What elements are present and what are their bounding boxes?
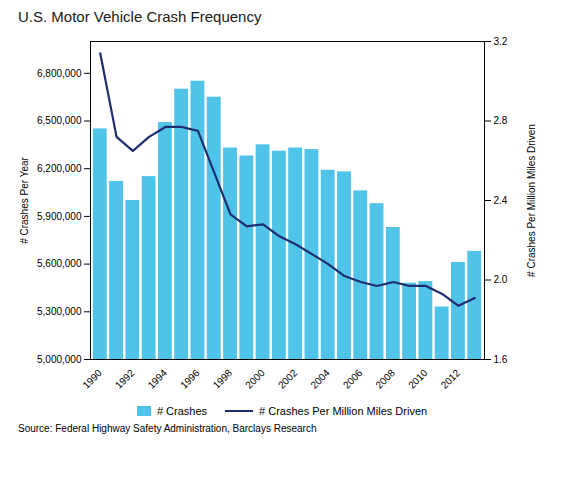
svg-text:1996: 1996 — [178, 367, 202, 391]
svg-text:2006: 2006 — [341, 367, 365, 391]
svg-text:6,500,000: 6,500,000 — [37, 115, 82, 126]
svg-text:2002: 2002 — [276, 367, 300, 391]
svg-text:5,000,000: 5,000,000 — [37, 354, 82, 365]
html-text:Source: Federal Highway Safety: Source: Federal Highway Safety Administr… — [18, 423, 317, 434]
svg-text:2.0: 2.0 — [494, 274, 508, 285]
svg-text:1990: 1990 — [80, 367, 104, 391]
html-text:# Crashes: # Crashes — [156, 405, 207, 417]
svg-text:1992: 1992 — [113, 367, 137, 391]
svg-text:1998: 1998 — [211, 367, 235, 391]
svg-text:2012: 2012 — [439, 367, 463, 391]
svg-text:# Crashes Per Year: # Crashes Per Year — [19, 156, 30, 243]
svg-text:2004: 2004 — [308, 367, 332, 391]
svg-text:5,600,000: 5,600,000 — [37, 258, 82, 269]
svg-text:2010: 2010 — [406, 367, 430, 391]
html-text:# Crashes Per Million Miles Dr: # Crashes Per Million Miles Driven — [259, 405, 428, 417]
svg-text:1.6: 1.6 — [494, 354, 508, 365]
html-text:U.S. Motor Vehicle Crash Frequ: U.S. Motor Vehicle Crash Frequency — [18, 8, 262, 25]
svg-text:6,200,000: 6,200,000 — [37, 163, 82, 174]
svg-text:# Crashes Per Million Miles Dr: # Crashes Per Million Miles Driven — [526, 124, 537, 277]
svg-text:6,800,000: 6,800,000 — [37, 68, 82, 79]
svg-text:5,300,000: 5,300,000 — [37, 306, 82, 317]
svg-text:2000: 2000 — [243, 367, 267, 391]
svg-text:2.8: 2.8 — [494, 115, 508, 126]
svg-text:3.2: 3.2 — [494, 36, 508, 47]
svg-text:5,900,000: 5,900,000 — [37, 211, 82, 222]
svg-text:2.4: 2.4 — [494, 195, 508, 206]
svg-text:2008: 2008 — [373, 367, 397, 391]
svg-text:1994: 1994 — [146, 367, 170, 391]
